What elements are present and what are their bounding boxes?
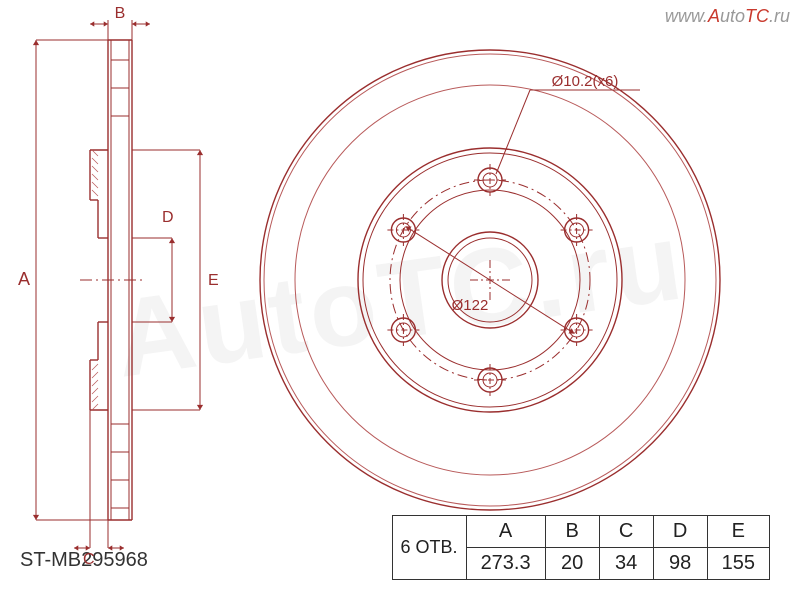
svg-text:Ø122: Ø122: [452, 297, 489, 314]
svg-text:C: C: [83, 551, 95, 568]
url-c: C: [756, 6, 769, 26]
url-suffix: .ru: [769, 6, 790, 26]
svg-text:A: A: [18, 269, 30, 289]
svg-text:B: B: [115, 5, 126, 22]
url-a: A: [708, 6, 720, 26]
svg-text:D: D: [162, 209, 174, 226]
url-prefix: www.: [665, 6, 708, 26]
site-url: www.AutoTC.ru: [665, 6, 790, 27]
svg-text:Ø10.2(x6): Ø10.2(x6): [552, 73, 619, 90]
url-t: T: [745, 6, 756, 26]
svg-text:E: E: [208, 272, 219, 289]
technical-drawing: Ø122 Ø10.2(x6) B C A D E: [0, 0, 800, 600]
url-mid: uto: [720, 6, 745, 26]
